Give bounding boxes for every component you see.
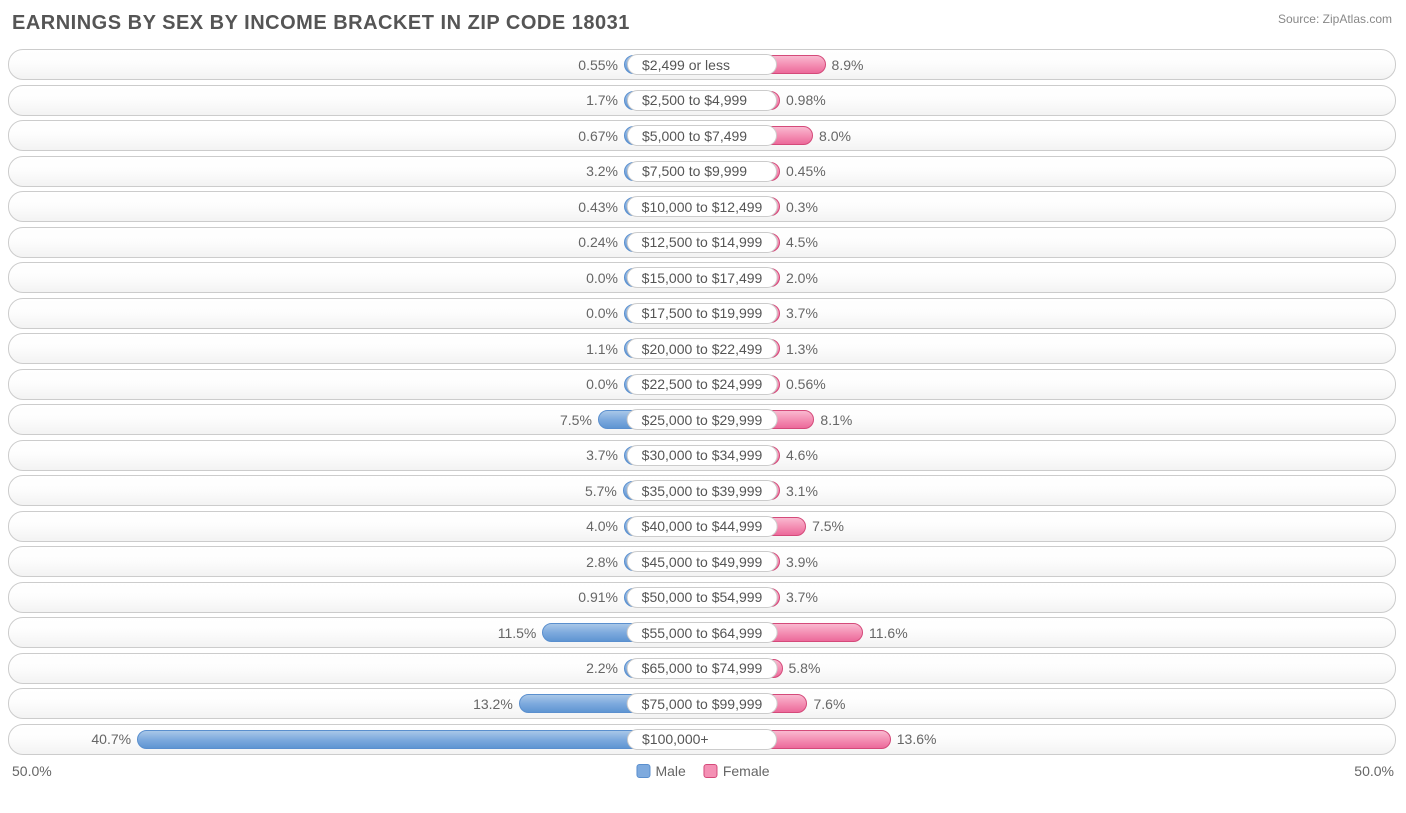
bracket-label: $55,000 to $64,999: [627, 622, 778, 643]
male-value-label: 0.67%: [554, 126, 624, 145]
chart-row: 0.0% 3.7%$17,500 to $19,999: [8, 298, 1396, 329]
male-bar: [137, 730, 702, 749]
chart-row: 40.7% 13.6% $100,000+: [8, 724, 1396, 755]
chart-row: 4.0% 7.5% $40,000 to $44,999: [8, 511, 1396, 542]
male-value-label: 0.43%: [554, 197, 624, 216]
bracket-label: $50,000 to $54,999: [627, 587, 778, 608]
chart-row: 0.24% 4.5%$12,500 to $14,999: [8, 227, 1396, 258]
chart-row: 0.55% 8.9% $2,499 or less: [8, 49, 1396, 80]
legend-male: Male: [636, 763, 685, 779]
bracket-label: $25,000 to $29,999: [627, 409, 778, 430]
male-value-label: 0.0%: [554, 304, 624, 323]
bracket-label: $75,000 to $99,999: [627, 693, 778, 714]
chart-row: 1.1% 1.3%$20,000 to $22,499: [8, 333, 1396, 364]
bracket-label: $17,500 to $19,999: [627, 303, 778, 324]
female-swatch: [704, 764, 718, 778]
bracket-label: $5,000 to $7,499: [627, 125, 777, 146]
male-value-label: 0.24%: [554, 233, 624, 252]
female-value-label: 13.6%: [891, 730, 961, 749]
legend-female-label: Female: [723, 763, 770, 779]
male-value-label: 0.91%: [554, 588, 624, 607]
female-value-label: 0.56%: [780, 375, 850, 394]
source-attribution: Source: ZipAtlas.com: [1278, 12, 1392, 26]
bracket-label: $100,000+: [627, 729, 777, 750]
bracket-label: $65,000 to $74,999: [627, 658, 778, 679]
bracket-label: $30,000 to $34,999: [627, 445, 778, 466]
male-value-label: 11.5%: [472, 623, 542, 642]
male-value-label: 2.2%: [554, 659, 624, 678]
female-value-label: 4.5%: [780, 233, 850, 252]
chart-row: 13.2% 7.6% $75,000 to $99,999: [8, 688, 1396, 719]
bracket-label: $20,000 to $22,499: [627, 338, 778, 359]
male-value-label: 3.2%: [554, 162, 624, 181]
bracket-label: $40,000 to $44,999: [627, 516, 778, 537]
male-value-label: 0.55%: [554, 55, 624, 74]
bracket-label: $7,500 to $9,999: [627, 161, 777, 182]
chart-row: 0.43% 0.3%$10,000 to $12,499: [8, 191, 1396, 222]
axis-right-label: 50.0%: [1354, 763, 1394, 779]
bracket-label: $10,000 to $12,499: [627, 196, 778, 217]
bracket-label: $2,499 or less: [627, 54, 777, 75]
female-value-label: 8.0%: [813, 126, 883, 145]
male-value-label: 7.5%: [528, 410, 598, 429]
male-value-label: 3.7%: [554, 446, 624, 465]
axis-left-label: 50.0%: [12, 763, 52, 779]
male-value-label: 5.7%: [553, 481, 623, 500]
legend-male-label: Male: [655, 763, 685, 779]
chart-row: 5.7% 3.1%$35,000 to $39,999: [8, 475, 1396, 506]
male-value-label: 2.8%: [554, 552, 624, 571]
chart-row: 11.5% 11.6% $55,000 to $64,999: [8, 617, 1396, 648]
female-value-label: 2.0%: [780, 268, 850, 287]
female-value-label: 0.98%: [780, 91, 850, 110]
female-value-label: 7.6%: [807, 694, 877, 713]
chart-row: 0.0% 0.56%$22,500 to $24,999: [8, 369, 1396, 400]
chart-title: EARNINGS BY SEX BY INCOME BRACKET IN ZIP…: [12, 12, 1398, 35]
female-value-label: 3.7%: [780, 588, 850, 607]
chart-row: 7.5% 8.1% $25,000 to $29,999: [8, 404, 1396, 435]
female-value-label: 0.45%: [780, 162, 850, 181]
chart-row: 0.91% 3.7%$50,000 to $54,999: [8, 582, 1396, 613]
chart-footer: 50.0% Male Female 50.0%: [8, 761, 1398, 781]
chart-row: 0.0% 2.0%$15,000 to $17,499: [8, 262, 1396, 293]
male-value-label: 0.0%: [554, 375, 624, 394]
bracket-label: $12,500 to $14,999: [627, 232, 778, 253]
chart-row: 0.67% 8.0% $5,000 to $7,499: [8, 120, 1396, 151]
chart-row: 2.8% 3.9%$45,000 to $49,999: [8, 546, 1396, 577]
female-value-label: 0.3%: [780, 197, 850, 216]
male-swatch: [636, 764, 650, 778]
female-value-label: 1.3%: [780, 339, 850, 358]
female-value-label: 3.9%: [780, 552, 850, 571]
female-value-label: 11.6%: [863, 623, 933, 642]
butterfly-chart: 0.55% 8.9% $2,499 or less1.7% 0.98%$2,500 t…: [8, 49, 1396, 755]
male-value-label: 40.7%: [67, 730, 137, 749]
male-value-label: 4.0%: [554, 517, 624, 536]
legend: Male Female: [636, 763, 769, 779]
chart-row: 3.2% 0.45%$7,500 to $9,999: [8, 156, 1396, 187]
bracket-label: $22,500 to $24,999: [627, 374, 778, 395]
bracket-label: $35,000 to $39,999: [627, 480, 778, 501]
female-value-label: 3.7%: [780, 304, 850, 323]
female-value-label: 3.1%: [780, 481, 850, 500]
male-value-label: 1.7%: [554, 91, 624, 110]
bracket-label: $2,500 to $4,999: [627, 90, 777, 111]
chart-row: 1.7% 0.98%$2,500 to $4,999: [8, 85, 1396, 116]
female-value-label: 8.1%: [814, 410, 884, 429]
bracket-label: $45,000 to $49,999: [627, 551, 778, 572]
chart-row: 3.7% 4.6%$30,000 to $34,999: [8, 440, 1396, 471]
female-value-label: 7.5%: [806, 517, 876, 536]
female-value-label: 5.8%: [783, 659, 853, 678]
bracket-label: $15,000 to $17,499: [627, 267, 778, 288]
male-value-label: 1.1%: [554, 339, 624, 358]
female-value-label: 8.9%: [826, 55, 896, 74]
male-value-label: 13.2%: [449, 694, 519, 713]
female-value-label: 4.6%: [780, 446, 850, 465]
male-value-label: 0.0%: [554, 268, 624, 287]
chart-row: 2.2% 5.8% $65,000 to $74,999: [8, 653, 1396, 684]
legend-female: Female: [704, 763, 770, 779]
